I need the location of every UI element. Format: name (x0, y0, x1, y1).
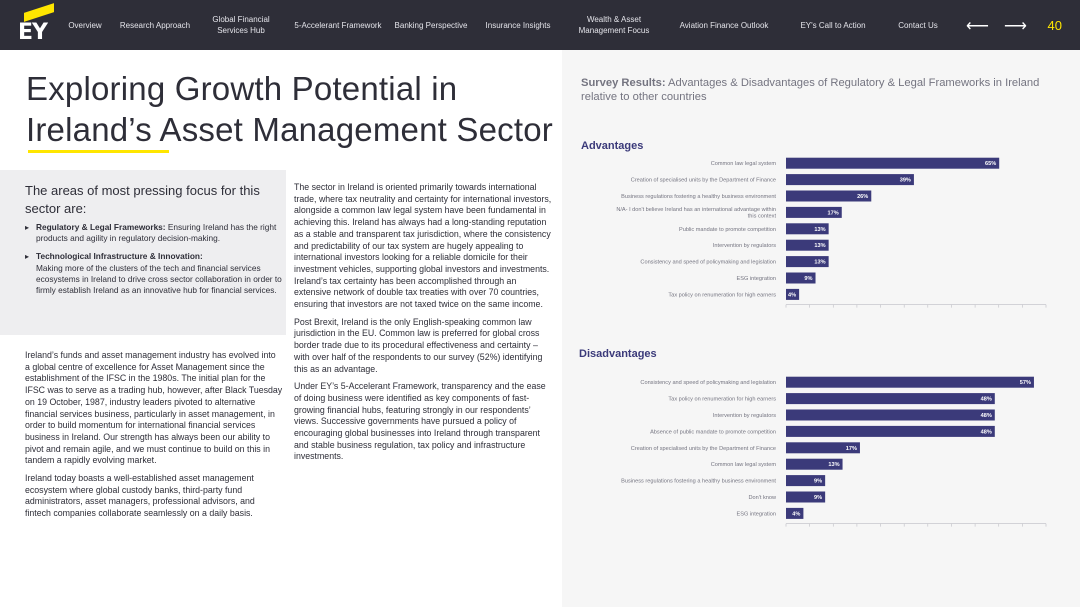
category-label: Tax policy on renumeration for high earn… (668, 292, 776, 298)
bar-value-label: 9% (804, 276, 812, 282)
category-label: Consistency and speed of policymaking an… (640, 380, 776, 386)
bar (786, 206, 842, 218)
category-label: Intervention by regulators (713, 243, 776, 249)
bullet-title: Technological Infrastructure & Innovatio… (36, 251, 203, 262)
survey-panel (562, 50, 1080, 607)
paragraph: Post Brexit, Ireland is the only English… (294, 316, 543, 374)
advantages-bar-chart: 65% Common law legal system 39% Creation of… (616, 157, 1047, 308)
page-number: 40 (1047, 18, 1062, 33)
nav-item-banking-perspective[interactable]: Banking Perspective (394, 20, 468, 30)
bar (786, 190, 872, 202)
bar-value-label: 13% (814, 260, 825, 266)
category-label: ESG integration (737, 511, 777, 517)
survey-title-bold: Survey Results: (581, 77, 666, 89)
bar-value-label: 13% (814, 243, 825, 249)
focus-heading: The areas of most pressing focus for thi… (25, 183, 260, 216)
page-title-line2: Ireland’s Asset Management Sector (26, 111, 553, 148)
category-label: this context (748, 214, 777, 220)
survey-title-text: Advantages & Disadvantages of Regulatory… (581, 77, 1040, 103)
bar (786, 442, 860, 454)
bullet-text: Ensuring Ireland has the right products … (36, 222, 277, 244)
page-title-line1: Exploring Growth Potential in (26, 70, 458, 107)
nav-item-aviation-finance-outlook[interactable]: Aviation Finance Outlook (679, 20, 769, 30)
bar-value-label: 13% (828, 462, 839, 468)
bar-value-label: 39% (900, 178, 911, 184)
category-label: Common law legal system (711, 161, 777, 167)
bar (786, 239, 829, 251)
bar-value-label: 17% (846, 446, 857, 452)
bar (786, 458, 843, 470)
category-label: N/A- I don't believe Ireland has an inte… (616, 207, 776, 213)
bar-value-label: 4% (792, 511, 800, 517)
body-column-right: The sector in Ireland is oriented primar… (294, 182, 552, 469)
bar (786, 223, 829, 235)
advantages-heading: Advantages (581, 140, 644, 152)
bar (786, 288, 800, 300)
category-label: Creation of specialised units by the Dep… (631, 178, 776, 184)
bar-value-label: 13% (814, 227, 825, 233)
category-label: Tax policy on renumeration for high earn… (668, 397, 776, 403)
bar (786, 256, 829, 268)
bar (786, 157, 1000, 169)
disadvantages-bar-chart: 57% Consistency and speed of policymaking… (621, 376, 1047, 527)
nav-item-research-approach[interactable]: Research Approach (119, 20, 191, 30)
nav-item-insurance-insights[interactable]: Insurance Insights (485, 20, 551, 30)
category-label: Common law legal system (711, 462, 777, 468)
title-underline (28, 150, 169, 153)
nav-item-eys-call-to-action[interactable]: EY's Call to Action (800, 20, 866, 30)
bar-value-label: 65% (985, 161, 996, 167)
paragraph: Under EY’s 5-Accelerant Framework, trans… (294, 381, 546, 462)
bar (786, 491, 826, 503)
ey-logo[interactable]: EY (18, 3, 54, 46)
bar-value-label: 9% (814, 495, 822, 501)
bar-value-label: 4% (788, 292, 796, 298)
bar-value-label: 26% (857, 194, 868, 200)
category-label: Public mandate to promote competition (679, 227, 776, 233)
bar (786, 393, 995, 405)
bar (786, 376, 1034, 388)
focus-bullet-list: Regulatory & Legal Frameworks: Ensuring … (25, 222, 283, 303)
focus-bullet: Technological Infrastructure & Innovatio… (25, 251, 283, 296)
logo-text: EY (18, 20, 48, 45)
bar (786, 409, 995, 421)
page-title: Exploring Growth Potential in Ireland’s … (26, 68, 553, 150)
arrow-left-icon[interactable]: ⟵ (966, 18, 989, 35)
bar (786, 272, 816, 284)
category-label: Business regulations fostering a healthy… (621, 194, 776, 200)
category-label: Creation of specialised units by the Dep… (631, 446, 776, 452)
paragraph: The sector in Ireland is oriented primar… (294, 182, 552, 310)
nav-item-overview[interactable]: Overview (68, 20, 102, 30)
category-label: Absence of public mandate to promote com… (650, 429, 776, 435)
category-label: Intervention by regulators (713, 413, 776, 419)
bar (786, 425, 995, 437)
body-column-left: Ireland’s funds and asset management ind… (25, 350, 283, 526)
bar (786, 174, 914, 186)
category-label: Don't know (749, 495, 777, 501)
bar-value-label: 48% (981, 413, 992, 419)
bar-value-label: 48% (981, 429, 992, 435)
top-nav-bar: EY Overview Research Approach Global Fin… (0, 0, 1080, 50)
category-label: Business regulations fostering a healthy… (621, 479, 776, 485)
nav-item-contact-us[interactable]: Contact Us (898, 20, 938, 30)
disadvantages-heading: Disadvantages (579, 348, 657, 360)
category-label: Consistency and speed of policymaking an… (640, 260, 776, 266)
category-label: ESG integration (737, 276, 777, 282)
paragraph: Ireland today boasts a well-established … (25, 473, 255, 519)
nav-item-global-financial-services-hub[interactable]: Global Financial Services Hub (212, 15, 270, 35)
nav-item-wealth-asset-management[interactable]: Wealth & Asset Management Focus (578, 15, 650, 35)
bar-value-label: 48% (981, 397, 992, 403)
bar (786, 475, 826, 487)
bar-value-label: 17% (828, 210, 839, 216)
bar-value-label: 57% (1020, 380, 1031, 386)
bullet-text: Making more of the clusters of the tech … (36, 262, 282, 296)
bar (786, 507, 804, 519)
bullet-title: Regulatory & Legal Frameworks: (36, 222, 166, 232)
nav-item-5-accelerant-framework[interactable]: 5-Accelerant Framework (294, 20, 382, 30)
survey-title: Survey Results: Advantages & Disadvantag… (581, 76, 1051, 104)
arrow-right-icon[interactable]: ⟶ (1004, 18, 1027, 35)
focus-bullet: Regulatory & Legal Frameworks: Ensuring … (25, 222, 283, 244)
bar-value-label: 9% (814, 479, 822, 485)
paragraph: Ireland’s funds and asset management ind… (25, 350, 283, 466)
